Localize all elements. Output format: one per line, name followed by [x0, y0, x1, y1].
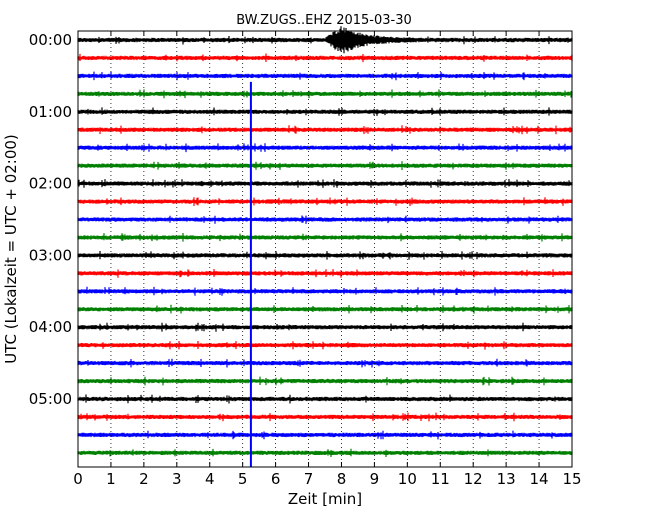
trace-line [77, 269, 573, 278]
y-axis-ticks: 00:00 01:00 02:00 03:00 04:00 05:00 [29, 31, 572, 408]
trace-line [77, 179, 573, 188]
y-tick-label: 01:00 [29, 103, 72, 121]
x-tick-label: 15 [562, 470, 581, 488]
trace-line [77, 322, 573, 332]
x-tick-label: 6 [271, 470, 281, 488]
x-tick-label: 13 [497, 470, 516, 488]
x-tick-label: 9 [370, 470, 380, 488]
trace-line [77, 430, 573, 440]
y-axis-label: UTC (Lokalzeit = UTC + 02:00) [2, 134, 20, 364]
x-tick-label: 12 [464, 470, 483, 488]
y-tick-label: 02:00 [29, 175, 72, 193]
x-axis-ticks: 0 1 2 3 4 5 6 7 8 9 10 11 12 13 14 15 [73, 31, 582, 488]
y-tick-label: 00:00 [29, 31, 72, 49]
trace-line [77, 233, 573, 242]
x-tick-label: 1 [106, 470, 116, 488]
x-tick-label: 2 [139, 470, 149, 488]
trace-line [77, 89, 573, 99]
trace-line [77, 197, 573, 206]
trace-line [77, 341, 573, 350]
x-tick-label: 3 [172, 470, 182, 488]
trace-line [77, 358, 573, 368]
trace-line [77, 125, 573, 135]
x-tick-label: 0 [73, 470, 83, 488]
plot-frame [77, 30, 573, 468]
y-tick-label: 05:00 [29, 390, 72, 408]
x-tick-label: 4 [205, 470, 215, 488]
trace-line [77, 71, 573, 81]
trace-line [77, 53, 573, 63]
chart-title: BW.ZUGS..EHZ 2015-03-30 [236, 13, 412, 28]
trace-line [77, 394, 573, 404]
x-axis-label: Zeit [min] [288, 490, 362, 508]
trace-line [77, 26, 573, 54]
trace-line [77, 304, 573, 314]
y-tick-label: 04:00 [29, 318, 72, 336]
trace-line [77, 215, 573, 224]
trace-line [77, 286, 573, 296]
x-tick-label: 7 [304, 470, 314, 488]
trace-line [77, 251, 573, 260]
trace-line [77, 161, 573, 170]
grid-group [110, 31, 540, 467]
x-tick-label: 10 [398, 470, 417, 488]
traces-group [77, 26, 573, 457]
trace-line [77, 107, 573, 116]
trace-line [77, 143, 573, 153]
trace-line [77, 376, 573, 386]
x-tick-label: 5 [238, 470, 248, 488]
trace-line [77, 448, 573, 457]
x-tick-label: 14 [530, 470, 549, 488]
trace-line [77, 412, 573, 422]
x-tick-label: 11 [431, 470, 450, 488]
x-tick-label: 8 [337, 470, 347, 488]
y-tick-label: 03:00 [29, 246, 72, 264]
